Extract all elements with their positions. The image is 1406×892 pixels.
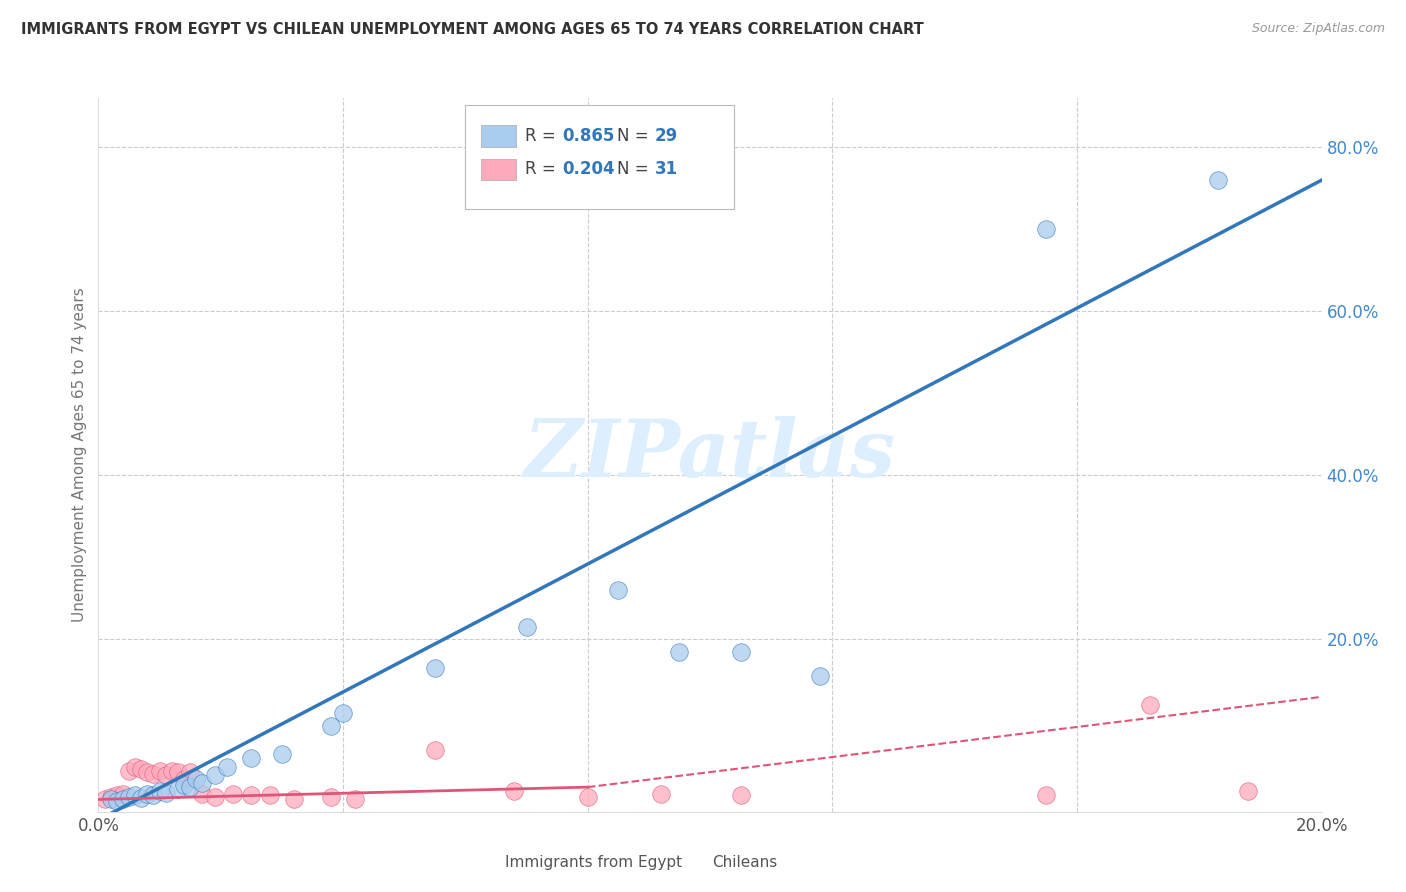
Point (344, 792, 367, 806)
Point (503, 784, 526, 798)
Point (173, 772, 195, 786)
FancyBboxPatch shape (465, 105, 734, 209)
Point (204, 768, 226, 782)
Point (319, 718, 342, 732)
FancyBboxPatch shape (471, 855, 498, 871)
Point (1139, 698, 1161, 712)
Text: ZIPatlas: ZIPatlas (524, 417, 896, 493)
Point (576, 789, 599, 804)
Point (319, 789, 342, 804)
Point (160, 764, 183, 778)
Point (607, 583, 630, 598)
Text: 29: 29 (655, 127, 678, 145)
Text: N =: N = (617, 161, 654, 178)
Point (1237, 784, 1260, 798)
Point (155, 786, 177, 800)
FancyBboxPatch shape (481, 159, 516, 180)
Point (111, 787, 134, 801)
Point (191, 776, 214, 790)
Text: R =: R = (526, 127, 561, 145)
Point (136, 787, 159, 801)
Point (668, 645, 690, 659)
Point (100, 789, 122, 804)
Point (155, 768, 177, 782)
Point (270, 747, 292, 762)
Point (142, 789, 165, 803)
Text: N =: N = (617, 127, 654, 145)
Point (1035, 789, 1057, 803)
Text: Immigrants from Egypt: Immigrants from Egypt (505, 855, 682, 870)
Text: Chileans: Chileans (713, 855, 778, 870)
Point (222, 787, 245, 801)
Point (730, 645, 752, 659)
Point (516, 620, 538, 634)
Point (215, 759, 238, 773)
Point (186, 772, 208, 786)
Point (240, 751, 263, 765)
Text: Source: ZipAtlas.com: Source: ZipAtlas.com (1251, 22, 1385, 36)
Point (105, 789, 128, 803)
Text: IMMIGRANTS FROM EGYPT VS CHILEAN UNEMPLOYMENT AMONG AGES 65 TO 74 YEARS CORRELAT: IMMIGRANTS FROM EGYPT VS CHILEAN UNEMPLO… (21, 22, 924, 37)
Point (423, 661, 446, 675)
Point (173, 779, 195, 793)
Text: 31: 31 (655, 161, 678, 178)
Point (332, 706, 354, 721)
Point (1206, 173, 1229, 187)
Point (167, 781, 190, 796)
Point (124, 759, 146, 773)
Point (118, 764, 141, 778)
Point (730, 789, 752, 803)
Point (240, 789, 263, 803)
Point (118, 789, 141, 804)
Text: R =: R = (526, 161, 561, 178)
Point (105, 794, 128, 808)
FancyBboxPatch shape (481, 125, 516, 146)
Point (124, 789, 146, 803)
Point (808, 669, 831, 683)
Point (142, 767, 165, 781)
Point (149, 764, 172, 778)
Point (423, 743, 446, 757)
Point (136, 765, 159, 780)
Point (179, 765, 201, 780)
Point (129, 790, 152, 805)
Text: 0.204: 0.204 (562, 161, 614, 178)
Text: 0.865: 0.865 (562, 127, 614, 145)
Point (1035, 222, 1057, 236)
Point (204, 789, 226, 804)
Point (179, 780, 201, 794)
Point (167, 765, 190, 780)
FancyBboxPatch shape (679, 855, 706, 871)
Point (129, 762, 152, 776)
Point (283, 792, 305, 806)
Point (100, 792, 122, 806)
Point (259, 789, 281, 803)
Point (191, 787, 214, 801)
Point (149, 784, 172, 798)
Y-axis label: Unemployment Among Ages 65 to 74 years: Unemployment Among Ages 65 to 74 years (72, 287, 87, 623)
Point (93, 792, 115, 806)
Point (111, 791, 134, 805)
Point (650, 787, 672, 801)
